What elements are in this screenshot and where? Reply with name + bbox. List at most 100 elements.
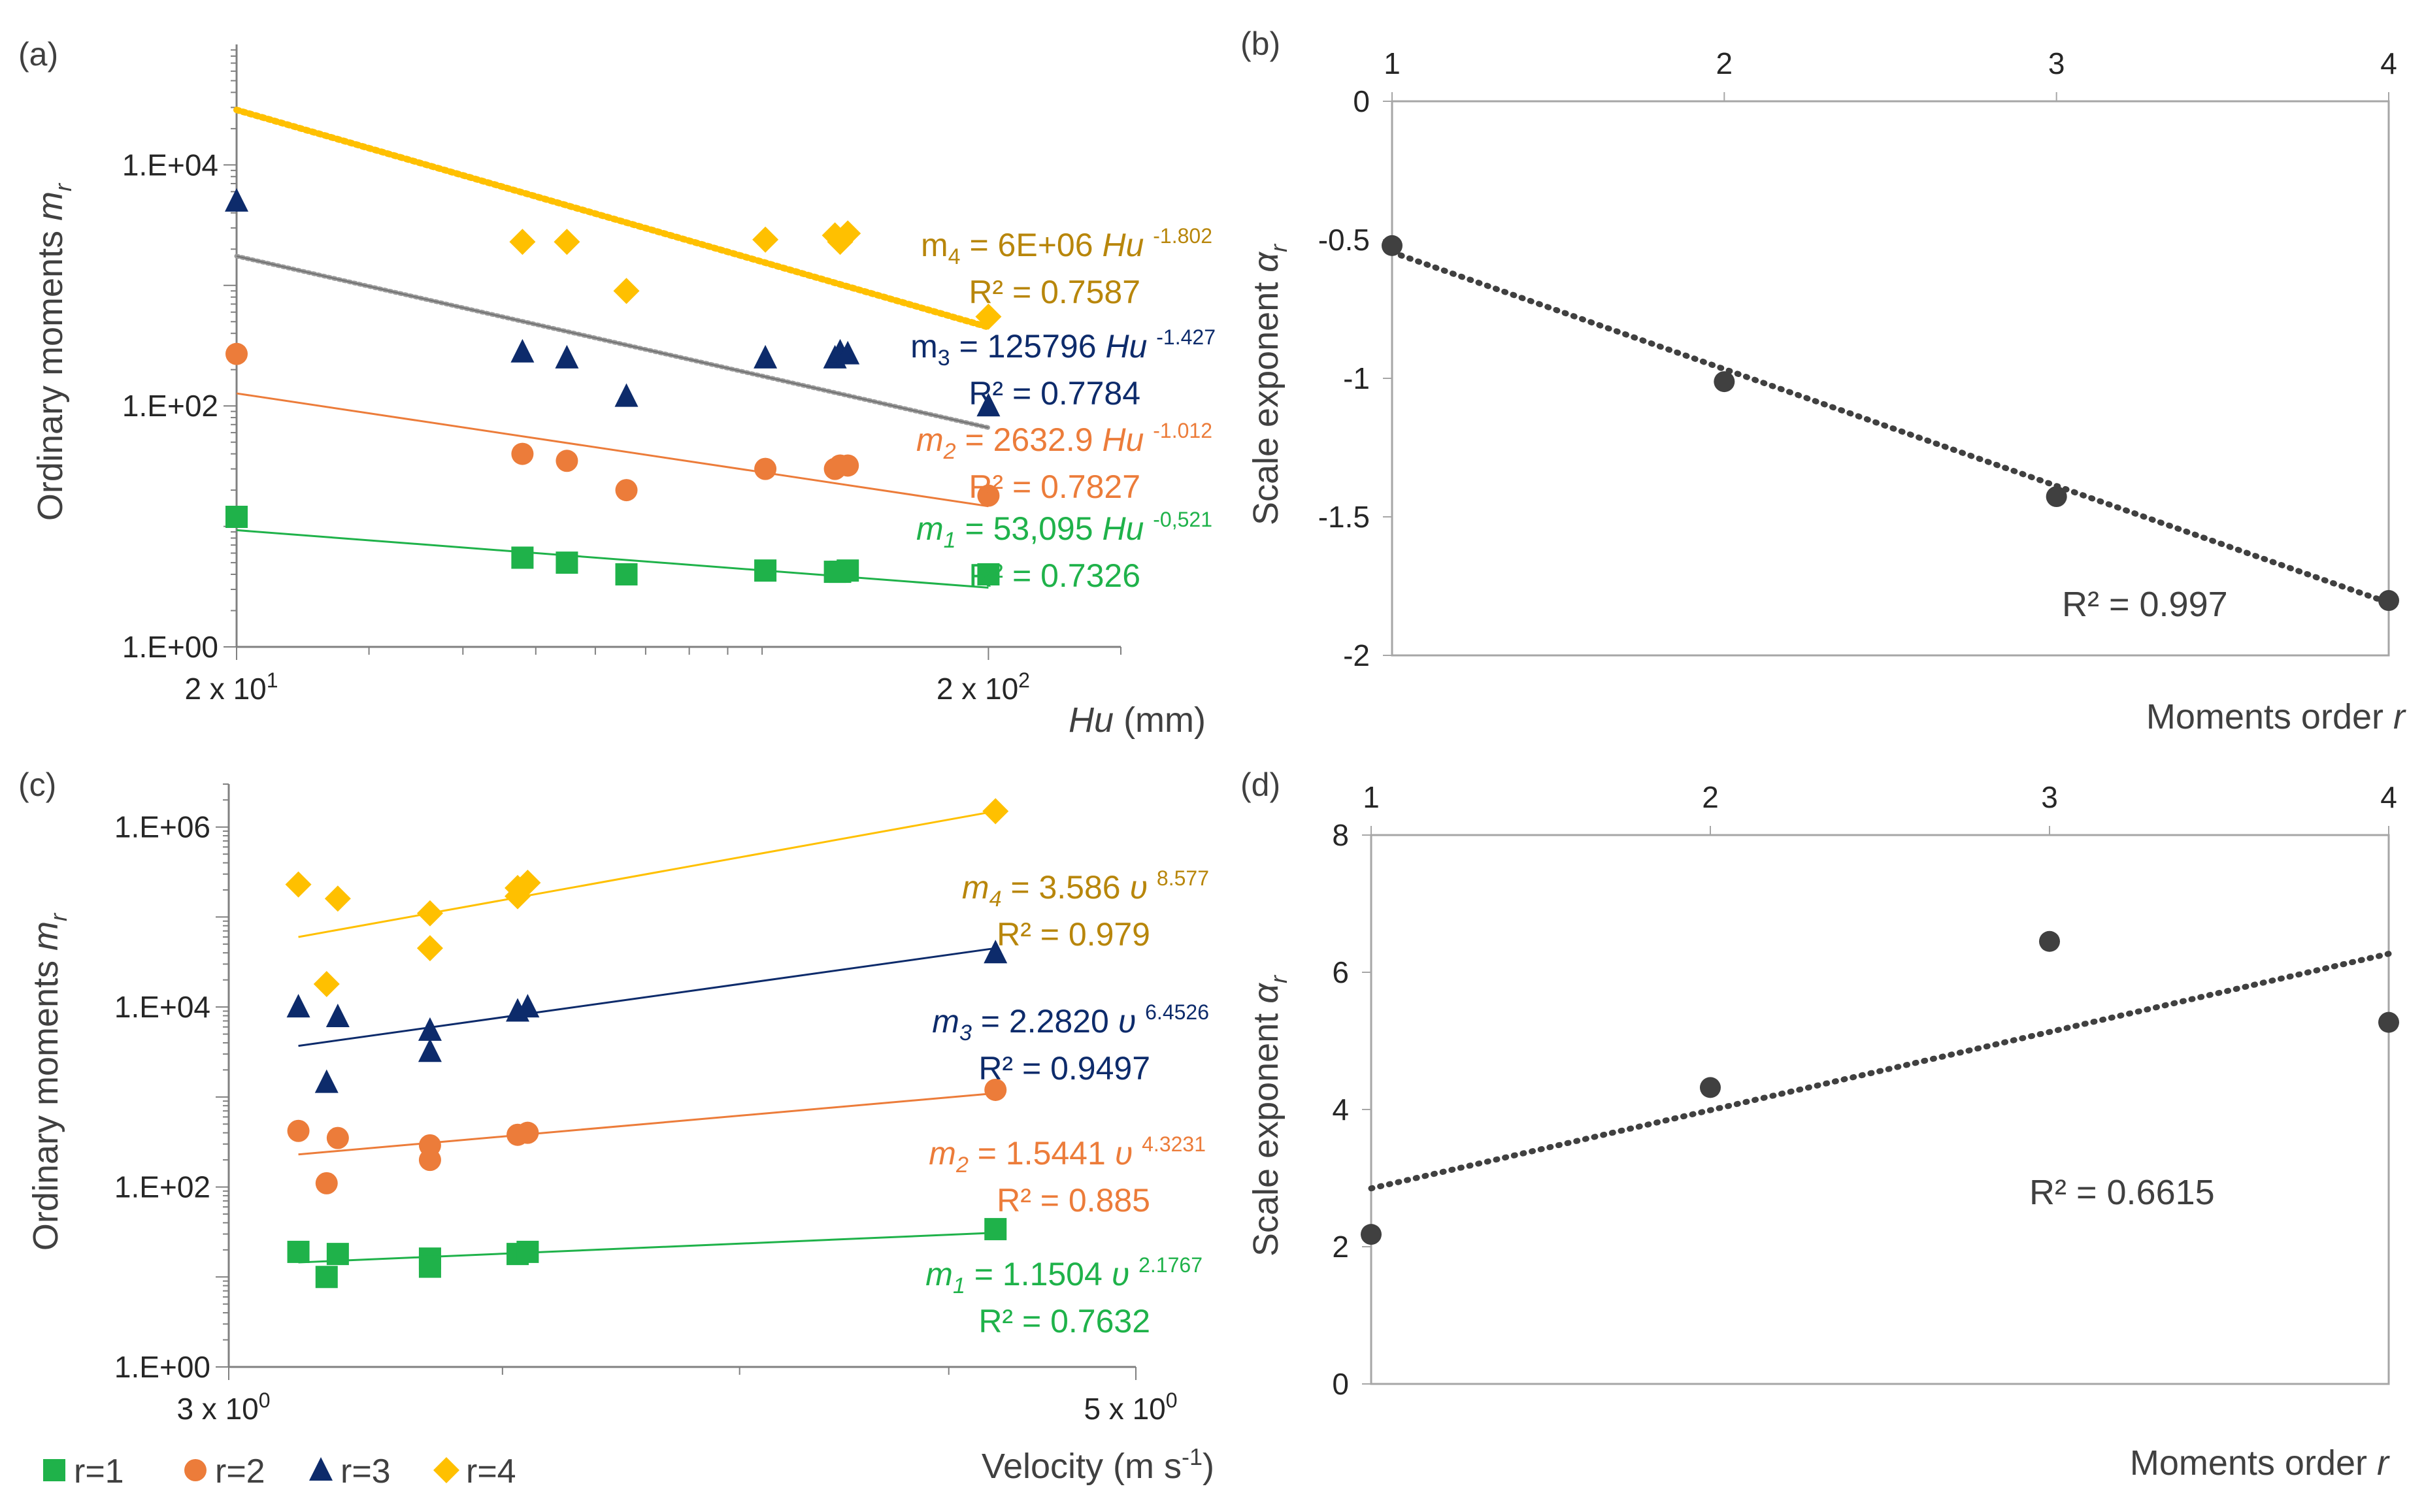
data-point-r1: [837, 559, 859, 582]
x-tick-label: 3 x 100: [176, 1389, 270, 1426]
space: [961, 227, 970, 263]
x-tick-label: 2 x 101: [184, 668, 278, 706]
equation-3: m1 = 1.1504 υ 2.1767: [925, 1253, 1203, 1298]
y-tick-label: 8: [1332, 818, 1349, 852]
equation-r-squared: R² = 0.885: [997, 1182, 1150, 1219]
data-point-r1: [615, 563, 638, 585]
y-axis-title: Ordinary moments mr: [31, 182, 76, 521]
equation-coefficient: = 2.2820: [981, 1003, 1109, 1040]
equation-r-squared: R² = 0.7587: [969, 274, 1140, 310]
y-axis-title-text: Ordinary moments: [26, 961, 65, 1251]
equation-exponent: -0,521: [1153, 508, 1212, 531]
equation-r-squared: R² = 0.7827: [969, 468, 1140, 505]
data-point-r4: [285, 871, 312, 898]
fit-line-r1: [298, 1232, 996, 1264]
fit-line-r3-core: [236, 255, 989, 429]
x-tick-label: 3: [2048, 46, 2065, 80]
space: [2367, 1443, 2377, 1483]
equation-lhs: m: [921, 227, 948, 263]
space: [1097, 328, 1106, 365]
y-axis-title-subscript: r: [1265, 243, 1292, 252]
data-point-r3: [754, 344, 778, 369]
y-axis-title-symbol: m: [26, 921, 65, 951]
space: [1093, 227, 1103, 263]
equation-subscript: 3: [938, 346, 950, 370]
trend-line: [1368, 951, 2392, 1192]
data-point-r3: [286, 994, 310, 1018]
data-point-r1: [511, 546, 534, 569]
x-tick-label: 5 x 100: [1084, 1389, 1177, 1426]
x-axis-title-var: Hu: [1069, 700, 1114, 740]
x-axis-title-end: ): [1203, 1447, 1214, 1486]
y-tick-label: 4: [1332, 1093, 1349, 1126]
x-tick-base: 2 x 10: [937, 672, 1018, 706]
space: [1121, 869, 1130, 906]
x-tick-label: 1: [1384, 46, 1401, 80]
x-tick-base: 5 x 10: [1084, 1392, 1165, 1426]
equation-2: m2 = 2632.9 Hu -1.012: [916, 419, 1212, 464]
equation-coefficient: = 6E+06: [969, 227, 1093, 263]
data-point-r3: [836, 340, 860, 365]
fit-line-r4: [233, 107, 992, 331]
data-point-r4: [835, 220, 861, 247]
data-point: [1361, 1224, 1382, 1245]
data-point-r1: [418, 1255, 441, 1278]
data-point-r4: [416, 935, 443, 962]
data-point-r2: [556, 450, 578, 472]
space: [956, 421, 965, 458]
equation-subscript: 1: [944, 528, 956, 553]
equation-subscript: 2: [955, 1153, 969, 1177]
space: [31, 221, 70, 231]
data-point-r4: [554, 229, 580, 255]
x-axis-title: Moments order r: [2130, 1443, 2390, 1483]
y-axis-title: Scale exponent αr: [1246, 974, 1292, 1257]
equation-variable: υ: [1115, 1135, 1133, 1172]
x-tick-base: 3 x 10: [176, 1392, 258, 1426]
data-point-r2: [315, 1172, 338, 1194]
data-point: [2039, 930, 2060, 952]
data-point-r4: [313, 970, 340, 997]
data-point-r4: [613, 278, 640, 304]
equation-coefficient: = 3.586: [1010, 869, 1120, 906]
equation-subscript: 1: [953, 1274, 965, 1298]
y-tick-label: 2: [1332, 1230, 1349, 1264]
data-point-r2: [977, 484, 1000, 507]
space: [1109, 1003, 1118, 1040]
fit-line-r2: [298, 1092, 996, 1156]
data-point-r4: [514, 870, 541, 896]
x-tick-label: 1: [1363, 780, 1380, 814]
x-axis-title-symbol: r: [2393, 697, 2406, 736]
y-tick-label: 0: [1332, 1367, 1349, 1401]
equation-exponent: 6.4526: [1145, 1000, 1209, 1024]
space: [1246, 1004, 1286, 1013]
data-point-r2: [287, 1119, 310, 1142]
x-tick-label: 2: [1716, 46, 1733, 80]
equation-r-squared: R² = 0.7784: [969, 375, 1140, 412]
y-tick-label: -2: [1343, 638, 1370, 672]
equation-coefficient: = 1.5441: [978, 1135, 1106, 1172]
fit-line-r2: [236, 392, 989, 508]
panel-a: (a)1.E+001.E+021.E+042 x 101 2 x 102Ordin…: [18, 36, 1216, 740]
data-point-r3: [555, 344, 579, 369]
data-point-r3: [314, 1069, 339, 1093]
x-axis-title: Velocity (m s-1): [982, 1443, 1214, 1486]
trend-line: [1389, 249, 2392, 606]
y-axis-title-text: Ordinary moments: [31, 231, 70, 521]
space: [969, 1135, 978, 1172]
y-axis-title-subscript: r: [1265, 974, 1292, 983]
data-point-r3: [516, 994, 540, 1018]
plot-frame: [1391, 100, 2390, 657]
equation-lhs: m: [910, 328, 938, 365]
data-point-r2: [225, 342, 248, 365]
equation-1: m3 = 2.2820 υ 6.4526: [932, 1000, 1209, 1045]
data-point-r4: [509, 229, 536, 255]
equation-lhs: m: [962, 869, 989, 906]
equation-variable: Hu: [1102, 510, 1144, 547]
space: [1103, 1256, 1112, 1292]
equation-0: m4 = 3.586 υ 8.577: [962, 866, 1209, 912]
equation-1: m3 = 125796 Hu -1.427: [910, 325, 1216, 370]
data-point-r1: [754, 559, 777, 582]
y-tick-label: 1.E+02: [122, 389, 218, 423]
data-point: [2046, 486, 2067, 508]
